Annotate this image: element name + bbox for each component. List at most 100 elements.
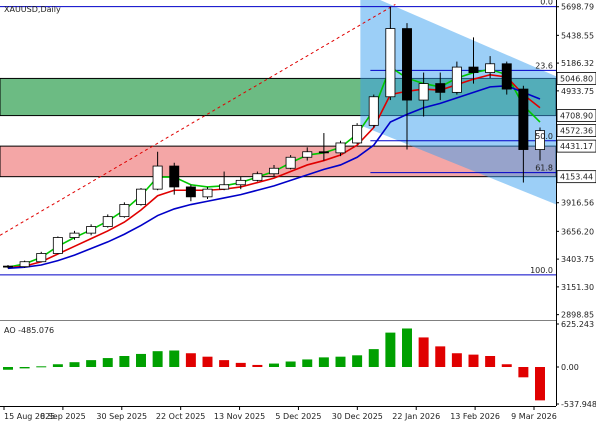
price-tick-label: 3656.20 [561, 227, 594, 236]
fib-level-label: 23.6 [535, 61, 553, 70]
price-tick-label: 3151.30 [561, 283, 594, 292]
price-tick-label: 4933.75 [561, 87, 594, 96]
price-tag-label: 4572.36 [560, 127, 593, 136]
price-tick-label: 5186.32 [561, 59, 594, 68]
time-tick-label: 30 Sep 2025 [96, 412, 147, 421]
price-tag: 4431.17 [556, 139, 596, 153]
trendline [0, 3, 396, 236]
time-tick-label: 15 Aug 2025 [4, 412, 55, 421]
ao-bar [185, 353, 196, 368]
ao-bar [136, 353, 146, 368]
ao-bar [152, 351, 163, 368]
ao-bar [202, 356, 213, 368]
time-tick-label: 13 Feb 2026 [450, 412, 500, 421]
price-tag: 5046.80 [556, 72, 596, 85]
price-tag-label: 5046.80 [560, 74, 593, 83]
ao-bar [69, 362, 80, 368]
ao-bar [535, 367, 545, 401]
candle-body [119, 204, 130, 218]
time-tick-label: 30 Dec 2025 [332, 412, 383, 421]
candle-body [535, 130, 545, 150]
price-tag-label: 4431.17 [560, 142, 593, 151]
candle-body [86, 226, 97, 234]
ao-bar [3, 367, 13, 370]
ao-bar [235, 362, 246, 368]
ao-histogram [3, 328, 545, 401]
price-tick-label: 2898.85 [561, 311, 594, 320]
price-tick-label: 5698.79 [561, 3, 594, 12]
fib-level-label: 100.0 [530, 266, 553, 275]
fibonacci-labels: 0.0 23.6 50.0 61.8 100.0 [530, 0, 553, 275]
ao-bar [485, 355, 496, 368]
price-pane[interactable]: 0.0 23.6 50.0 61.8 100.0 [0, 0, 556, 276]
time-tick-label: 8 Sep 2025 [40, 412, 86, 421]
ao-tick-label: 0.00 [561, 363, 579, 372]
ma-slow-line [7, 84, 541, 270]
candle-body [102, 216, 113, 227]
ao-pane[interactable] [3, 328, 545, 401]
ao-bar [219, 360, 230, 368]
candle-body [318, 151, 329, 154]
candle-body [19, 261, 30, 268]
ao-bar [102, 358, 113, 368]
candle-body [402, 28, 412, 101]
candle-body [368, 96, 379, 126]
candle-body [335, 142, 346, 154]
candle-body [219, 184, 230, 190]
ao-tick-label: 625.243 [561, 320, 594, 329]
ao-bar [402, 328, 412, 368]
candle-body [501, 63, 512, 90]
candle-body [202, 188, 213, 198]
ao-label: AO -485.076 [4, 326, 54, 335]
candle-body [235, 179, 246, 186]
ao-bar [119, 355, 130, 368]
price-tags: 5046.80 4708.90 4572.36 4431.17 4153.44 [556, 72, 596, 184]
candle-body [136, 188, 146, 205]
time-tick-label: 13 Nov 2025 [214, 412, 265, 421]
candle-body [269, 167, 279, 175]
ao-bar [36, 366, 47, 368]
ao-bar [302, 359, 313, 368]
candle-body [185, 186, 196, 198]
ao-bar [385, 332, 396, 368]
ao-bar [169, 350, 180, 368]
candles-layer [3, 6, 545, 269]
price-tag-box [556, 170, 596, 184]
ao-bar [435, 346, 446, 368]
ao-bar [352, 355, 363, 368]
ao-bar [318, 357, 329, 368]
price-tag-box [556, 124, 596, 137]
time-tick-label: 9 Mar 2026 [511, 412, 557, 421]
candle-body [285, 156, 296, 169]
candle-body [485, 63, 496, 73]
ao-bar [269, 363, 279, 368]
price-tag-label: 4708.90 [560, 112, 593, 121]
candle-body [252, 173, 263, 181]
candle-body [152, 165, 163, 190]
ao-bar [252, 364, 263, 368]
fib-level-label: 0.0 [540, 0, 553, 7]
candle-body [302, 151, 313, 158]
price-tag: 4572.36 [556, 124, 596, 137]
candle-body [435, 83, 446, 93]
trendline-layer [0, 3, 396, 236]
candle-body [468, 66, 479, 73]
ao-bar [368, 349, 379, 368]
ao-tick-label: -537.948 [561, 400, 596, 409]
fib-level-label: 50.0 [535, 132, 553, 141]
price-tag-label: 4153.44 [560, 173, 593, 182]
ao-bar [518, 367, 529, 378]
candle-body [3, 265, 13, 268]
price-tag: 4708.90 [556, 109, 596, 122]
time-tick-label: 5 Dec 2025 [275, 412, 321, 421]
price-tag-box [556, 72, 596, 85]
candle-body [169, 165, 180, 188]
ao-bar [501, 364, 512, 368]
price-tag-box [556, 109, 596, 122]
ao-bar [468, 354, 479, 368]
candle-body [352, 124, 363, 144]
ao-axis: 625.243 0.00 -537.948 [556, 320, 596, 409]
price-tag-box [556, 139, 596, 153]
